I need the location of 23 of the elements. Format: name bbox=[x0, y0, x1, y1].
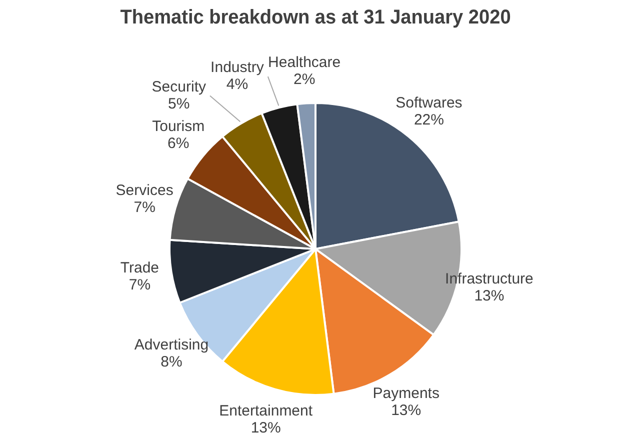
data-label: 6% bbox=[168, 135, 190, 152]
slice-label: Trade bbox=[120, 259, 160, 276]
slice-label: Services bbox=[116, 182, 174, 199]
chart-title: Thematic breakdown as at 31 January 2020 bbox=[120, 6, 511, 29]
slice-label: Tourism bbox=[152, 118, 205, 136]
slice-label: Payments bbox=[372, 384, 440, 402]
data-label: 4% bbox=[226, 76, 248, 94]
data-label: 13% bbox=[250, 420, 281, 437]
slice-label: Industry bbox=[210, 59, 264, 76]
data-label: 8% bbox=[160, 353, 182, 370]
data-label: 13% bbox=[474, 287, 504, 304]
data-label: 7% bbox=[134, 198, 156, 216]
data-label: 7% bbox=[128, 276, 151, 294]
data-label: 5% bbox=[168, 95, 190, 112]
slice-label: Advertising bbox=[134, 336, 209, 354]
data-label: 2% bbox=[293, 70, 316, 88]
slice-label: Softwares bbox=[396, 94, 462, 112]
slice-label: Security bbox=[152, 78, 206, 96]
slice-label: Healthcare bbox=[268, 54, 341, 71]
slice-label: Infrastructure bbox=[445, 270, 534, 288]
data-label: 22% bbox=[414, 111, 444, 128]
data-label: 13% bbox=[391, 402, 422, 419]
slice-label: Entertainment bbox=[219, 402, 314, 420]
